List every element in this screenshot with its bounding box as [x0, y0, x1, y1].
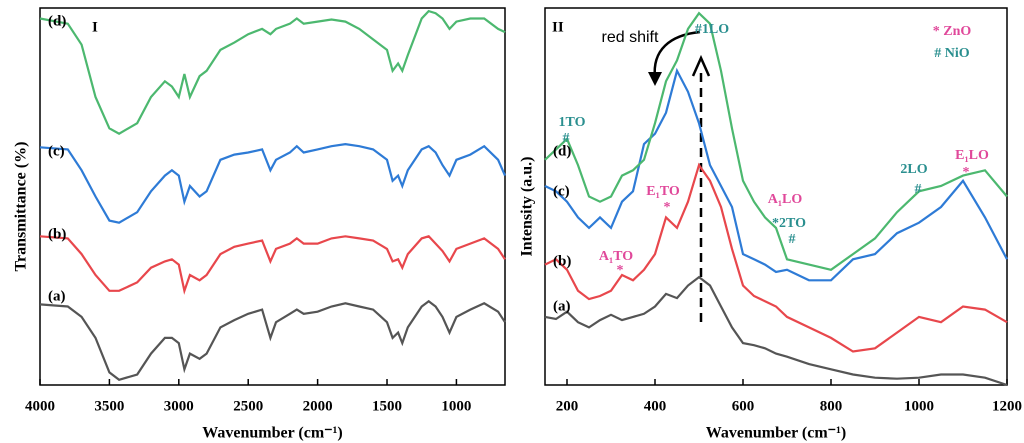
annotation: A₁LO: [768, 192, 803, 207]
series-line: [544, 162, 1008, 353]
x-axis-label: Wavenumber (cm⁻¹): [706, 425, 846, 442]
annotation: #: [915, 182, 922, 197]
series-label: (b): [553, 253, 571, 269]
annotation: #1LO: [695, 22, 729, 37]
x-tick-label: 1000: [441, 398, 471, 414]
series-label: (d): [48, 13, 66, 29]
series-label: (c): [553, 183, 570, 199]
annotation: *: [963, 165, 970, 180]
x-tick-label: 1200: [992, 398, 1022, 414]
x-tick-label: 1000: [904, 398, 934, 414]
series-line: [39, 9, 506, 135]
arrow-head: [691, 54, 711, 77]
series-label: (d): [553, 143, 571, 159]
series-label: (a): [553, 298, 571, 314]
series-label: (c): [48, 143, 65, 159]
panel-label: II: [552, 19, 564, 35]
series-label: (b): [48, 226, 66, 242]
annotation: *: [617, 263, 624, 278]
annotation: 2LO: [900, 162, 927, 177]
x-tick-label: 3500: [94, 398, 124, 414]
x-tick-label: 2500: [233, 398, 263, 414]
x-tick-label: 200: [556, 398, 579, 414]
x-tick-label: 1500: [372, 398, 402, 414]
annotation: # NiO: [934, 46, 970, 61]
annotation: #: [563, 131, 570, 146]
series-line: [544, 67, 1008, 282]
series-line: [544, 275, 1008, 387]
plot-frame: [39, 7, 506, 386]
annotation: E₁LO: [955, 148, 989, 163]
x-tick-label: 400: [644, 398, 667, 414]
series-line: [39, 142, 507, 224]
annotation: E₁TO: [646, 184, 680, 199]
series-line: [39, 235, 506, 295]
x-tick-label: 2000: [303, 398, 333, 414]
series-line: [544, 11, 1008, 271]
annotation: *: [664, 200, 671, 215]
y-axis-label: Transmittance (%): [13, 142, 30, 272]
x-tick-label: 4000: [25, 398, 55, 414]
panel-label: I: [92, 19, 98, 35]
y-axis-label: Intensity (a.u.): [519, 156, 536, 256]
red-shift-arrow: [653, 30, 701, 79]
x-tick-label: 3000: [164, 398, 194, 414]
series-line: [39, 299, 506, 382]
annotation: *2TO: [772, 216, 806, 231]
series-label: (a): [48, 288, 66, 304]
x-tick-label: 600: [732, 398, 755, 414]
annotation: red shift: [602, 29, 659, 46]
annotation: A₁TO: [599, 249, 633, 264]
red-shift-arrow-head: [648, 72, 662, 86]
annotation: * ZnO: [933, 24, 972, 39]
x-axis-label: Wavenumber (cm⁻¹): [202, 425, 342, 442]
annotation: 1TO: [559, 115, 586, 130]
x-tick-label: 800: [820, 398, 843, 414]
annotation: #: [789, 232, 796, 247]
